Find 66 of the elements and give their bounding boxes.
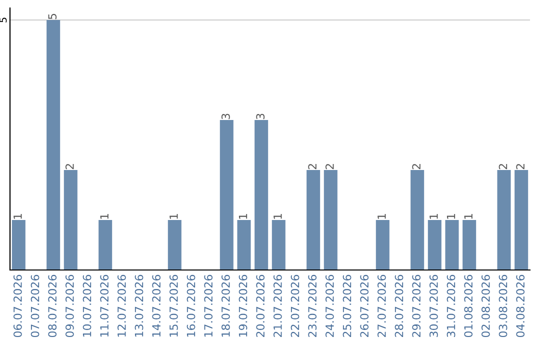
data-label: 2 [325,164,334,170]
x-tick-label: 09.07.2026 [65,274,74,338]
x-tick-label: 01.08.2026 [464,274,473,338]
x-tick-label: 15.07.2026 [169,274,178,337]
data-label: 5 [48,14,57,20]
data-label: 1 [430,214,438,219]
data-label: 1 [238,214,248,219]
data-label: 1 [446,214,456,219]
x-tick-label: 24.07.2026 [325,274,334,337]
x-tick-label: 31.07.2026 [446,274,456,337]
x-tick-label: 16.07.2026 [186,274,196,337]
x-tick-label: 13.07.2026 [134,274,144,337]
x-tick-label: 27.07.2026 [377,274,386,337]
bar [428,220,442,270]
bar [220,120,234,270]
data-label: 2 [65,164,74,170]
bar [497,170,511,270]
data-label: 1 [464,214,472,219]
x-tick-label: 26.07.2026 [360,274,369,337]
bar [237,220,251,270]
x-tick-label: 21.07.2026 [273,274,282,337]
x-tick-label: 17.07.2026 [204,274,213,337]
x-tick-label: 20.07.2026 [256,274,265,337]
x-tick-label: 28.07.2026 [394,274,404,337]
x-tick-label: 11.07.2026 [100,274,109,337]
bar [462,220,476,270]
x-tick-label: 22.07.2026 [290,274,300,337]
x-tick-label: 06.07.2026 [13,274,22,338]
x-tick-label: 12.07.2026 [117,274,126,337]
x-tick-label: 03.08.2026 [498,274,508,338]
data-label: 2 [412,164,420,170]
data-label: 1 [274,214,282,219]
data-label: 1 [100,214,108,219]
data-label: 1 [170,214,178,219]
bar [12,220,26,270]
bar [272,220,286,270]
x-tick-label: 10.07.2026 [82,274,92,337]
x-tick-label: 04.08.2026 [516,274,525,338]
bar [514,170,528,270]
x-tick-label: 19.07.2026 [238,274,248,337]
x-tick-label: 08.07.2026 [48,274,57,338]
x-tick-label: 14.07.2026 [152,274,161,337]
bar [46,20,60,270]
x-tick-label: 25.07.2026 [342,274,352,337]
x-tick-label: 07.07.2026 [30,274,40,338]
x-tick-label: 30.07.2026 [429,274,438,337]
data-label: 3 [221,114,230,120]
bar [168,220,182,270]
bar [376,220,390,270]
data-label: 1 [14,214,22,219]
data-label: 1 [378,214,386,219]
bar [306,170,320,270]
bar [324,170,338,270]
bar [254,120,268,270]
data-label: 2 [516,164,524,170]
data-label: 2 [308,164,316,170]
x-tick-label: 23.07.2026 [308,274,317,337]
x-tick-label: 29.07.2026 [412,274,421,337]
bar [64,170,78,270]
bar [98,220,112,270]
x-tick-label: 02.08.2026 [481,274,490,338]
data-label: 3 [256,114,265,120]
x-tick-label: 18.07.2026 [221,274,230,337]
bar [445,220,459,270]
data-label: 2 [498,164,508,170]
bar [410,170,424,270]
